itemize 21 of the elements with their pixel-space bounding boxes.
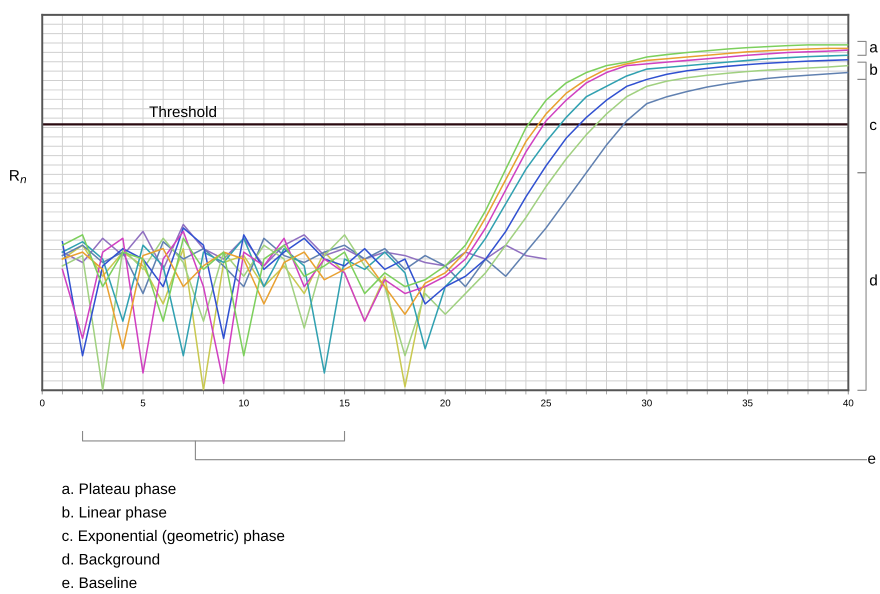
ref-line-label: Threshold — [149, 106, 216, 118]
text: b — [870, 64, 878, 75]
x-tick-label: 20 — [440, 400, 450, 406]
text: d. Background — [62, 553, 160, 568]
x-tick-label: 0 — [40, 400, 45, 406]
x-tick-label: 40 — [843, 400, 854, 406]
x-tick-label: 25 — [541, 400, 552, 406]
x-tick-label: 5 — [140, 400, 146, 406]
x-tick-label: 30 — [642, 400, 652, 406]
text: c — [870, 122, 877, 130]
y-axis-title: R$_{n}$ — [10, 170, 26, 184]
text: e. Baseline — [62, 576, 137, 588]
x-tick-label: 15 — [340, 400, 350, 406]
text: c. Exponential (geometric) phase — [62, 530, 284, 544]
text: d — [870, 274, 877, 286]
text: a. Plateau phase — [62, 482, 176, 498]
x-tick-label: 10 — [239, 400, 249, 406]
x-tick-label: 35 — [742, 400, 753, 406]
text: e — [868, 455, 876, 464]
text: b. Linear phase — [62, 506, 166, 521]
text: a — [870, 44, 878, 52]
